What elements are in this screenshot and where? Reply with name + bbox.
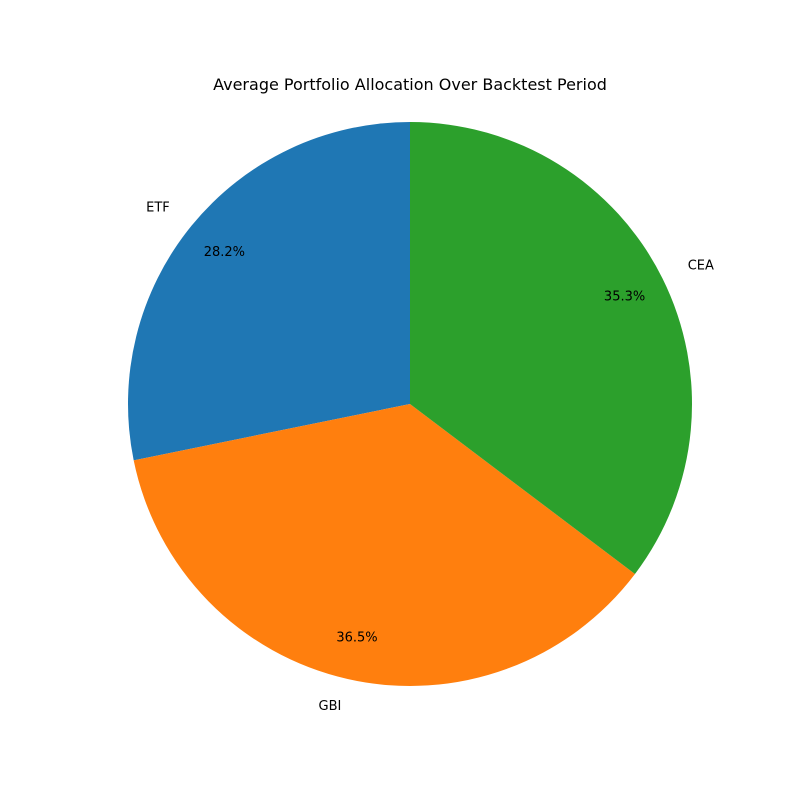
pct-label-etf: 28.2% bbox=[204, 245, 245, 260]
pie-slice-etf bbox=[127, 122, 410, 461]
slice-label-etf: ETF bbox=[146, 200, 170, 215]
pie-slice-cea bbox=[410, 122, 693, 575]
pct-label-gbi: 36.5% bbox=[336, 630, 377, 645]
slice-label-cea: CEA bbox=[688, 258, 714, 273]
pct-label-cea: 35.3% bbox=[604, 290, 645, 305]
slice-label-gbi: GBI bbox=[319, 699, 342, 714]
pie-slices bbox=[127, 122, 693, 687]
chart-title: Average Portfolio Allocation Over Backte… bbox=[213, 75, 607, 94]
pie-slice-gbi bbox=[133, 404, 635, 687]
pie-labels: ETF 28.2% GBI 36.5% CEA 35.3% bbox=[146, 200, 714, 714]
